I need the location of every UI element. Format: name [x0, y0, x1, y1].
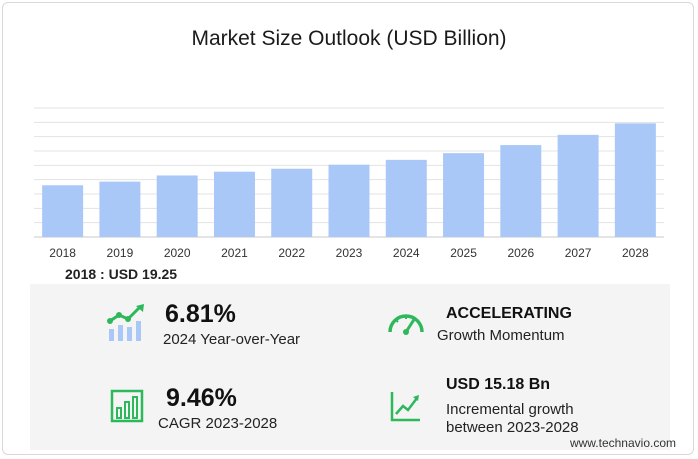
x-tick-label-2025: 2025 — [450, 246, 477, 260]
yoy-caption: 2024 Year-over-Year — [163, 331, 301, 348]
chart-bar-2020 — [156, 175, 198, 237]
momentum-value: ACCELERATING — [446, 305, 572, 322]
highlight-value-label: 2018 : USD 19.25 — [65, 266, 178, 282]
incremental-caption-line1: Incremental growth — [446, 401, 574, 418]
yoy-value: 6.81% — [165, 300, 236, 328]
x-tick-label-2019: 2019 — [107, 246, 134, 260]
chart-bar-2025 — [443, 153, 485, 237]
bar-chart-icon — [110, 389, 144, 423]
bar-chart: 2018 2019 2020 2021 2022 2023 2024 2025 2026 2027… — [34, 107, 664, 260]
x-tick-label-2024: 2024 — [393, 246, 420, 260]
incremental-value: USD 15.18 Bn — [446, 376, 551, 393]
chart-bars — [42, 123, 656, 237]
chart-bar-2028 — [614, 123, 656, 237]
speedometer-icon — [388, 314, 424, 335]
chart-bar-2018 — [42, 185, 84, 237]
chart-bar-2023 — [328, 164, 370, 237]
source-credit: www.technavio.com — [569, 436, 676, 450]
x-tick-label-2018: 2018 — [49, 246, 76, 260]
x-tick-label-2020: 2020 — [164, 246, 191, 260]
chart-bar-2019 — [99, 181, 141, 237]
x-tick-label-2023: 2023 — [336, 246, 363, 260]
chart-title: Market Size Outlook (USD Billion) — [191, 27, 507, 50]
x-tick-label-2027: 2027 — [565, 246, 592, 260]
x-tick-label-2026: 2026 — [507, 246, 534, 260]
x-tick-label-2022: 2022 — [278, 246, 305, 260]
chart-bar-2021 — [213, 171, 255, 237]
x-tick-label-2021: 2021 — [221, 246, 248, 260]
chart-bar-2024 — [385, 159, 427, 237]
chart-bar-2026 — [500, 145, 542, 237]
chart-bar-2027 — [557, 134, 599, 237]
momentum-caption: Growth Momentum — [437, 327, 565, 344]
incremental-caption-line2: between 2023-2028 — [446, 419, 579, 436]
x-tick-label-2028: 2028 — [622, 246, 649, 260]
cagr-caption: CAGR 2023-2028 — [158, 415, 278, 432]
growth-chart-icon — [107, 304, 144, 341]
chart-bar-2022 — [271, 168, 313, 237]
cagr-value: 9.46% — [166, 384, 237, 412]
trend-line-icon — [390, 392, 420, 422]
chart-x-tick-labels: 2018 2019 2020 2021 2022 2023 2024 2025 2026 2027… — [49, 246, 649, 260]
